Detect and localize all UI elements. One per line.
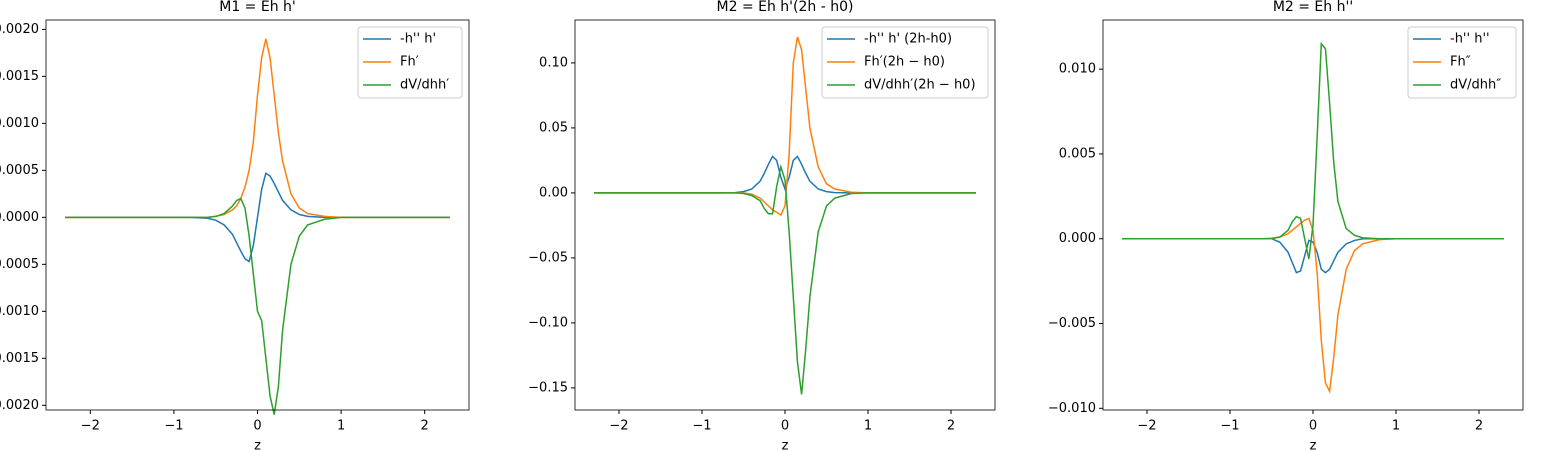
y-tick-label: 0.0005 <box>0 163 39 178</box>
legend-box <box>1407 26 1517 99</box>
x-tick-label: 2 <box>1475 419 1483 434</box>
y-tick-label: −0.0020 <box>0 398 39 413</box>
chart-title: M2 = Eh h'(2h - h0) <box>717 0 854 15</box>
y-tick-label: 0.0000 <box>0 210 39 225</box>
x-axis-label: z <box>1310 439 1317 450</box>
series-line <box>594 163 976 395</box>
series-line <box>1122 41 1504 260</box>
legend-box <box>821 26 989 99</box>
y-tick-label: 0.000 <box>1059 231 1096 246</box>
legend-label: -h'' h'' <box>1450 32 1490 47</box>
y-tick-label: 0.0020 <box>0 22 39 37</box>
legend-label: Fh″ <box>1450 55 1471 70</box>
x-tick-label: −1 <box>164 419 183 434</box>
y-tick-label: −0.0005 <box>0 257 39 272</box>
axes-frame <box>45 19 470 411</box>
series-line <box>1122 217 1504 394</box>
series-line <box>1122 237 1504 274</box>
y-tick-label: −0.010 <box>1048 401 1096 416</box>
x-tick-label: 2 <box>421 419 429 434</box>
series-line <box>65 197 450 415</box>
x-tick-label: −2 <box>609 419 628 434</box>
legend-label: dV/dhh″ <box>1450 78 1501 93</box>
axes-frame <box>574 19 996 411</box>
x-tick-label: 1 <box>337 419 345 434</box>
x-tick-label: 2 <box>947 419 955 434</box>
x-tick-label: −1 <box>1220 419 1239 434</box>
legend-box <box>357 26 463 99</box>
legend-label: dV/dhh′(2h − h0) <box>864 78 976 93</box>
legend-label: Fh′ <box>400 55 419 70</box>
y-tick-label: 0.05 <box>539 120 568 135</box>
x-tick-label: 1 <box>1392 419 1400 434</box>
y-tick-label: −0.0015 <box>0 351 39 366</box>
x-tick-label: −2 <box>81 419 100 434</box>
x-tick-label: 0 <box>781 419 789 434</box>
x-tick-label: 0 <box>1309 419 1317 434</box>
y-tick-label: 0.10 <box>539 55 568 70</box>
chart-title: M2 = Eh h'' <box>1273 0 1353 15</box>
chart-title: M1 = Eh h' <box>219 0 296 15</box>
x-tick-label: −1 <box>692 419 711 434</box>
y-tick-label: −0.10 <box>528 315 568 330</box>
y-tick-label: 0.005 <box>1059 146 1096 161</box>
y-tick-label: −0.05 <box>528 250 568 265</box>
y-tick-label: 0.0010 <box>0 116 39 131</box>
y-tick-label: 0.0015 <box>0 69 39 84</box>
axes-frame <box>1102 19 1524 411</box>
legend-label: -h'' h' <box>400 32 436 47</box>
x-tick-label: 1 <box>864 419 872 434</box>
x-tick-label: −2 <box>1137 419 1156 434</box>
series-line <box>65 171 450 263</box>
legend-label: -h'' h' (2h-h0) <box>864 32 952 47</box>
y-tick-label: −0.0010 <box>0 304 39 319</box>
y-tick-label: 0.010 <box>1059 62 1096 77</box>
y-tick-label: 0.00 <box>539 185 568 200</box>
y-tick-label: −0.005 <box>1048 316 1096 331</box>
y-tick-label: −0.15 <box>528 380 568 395</box>
legend-label: Fh′(2h − h0) <box>864 55 945 70</box>
x-axis-label: z <box>254 439 261 450</box>
x-tick-label: 0 <box>253 419 261 434</box>
x-axis-label: z <box>782 439 789 450</box>
legend-label: dV/dhh′ <box>400 78 449 93</box>
